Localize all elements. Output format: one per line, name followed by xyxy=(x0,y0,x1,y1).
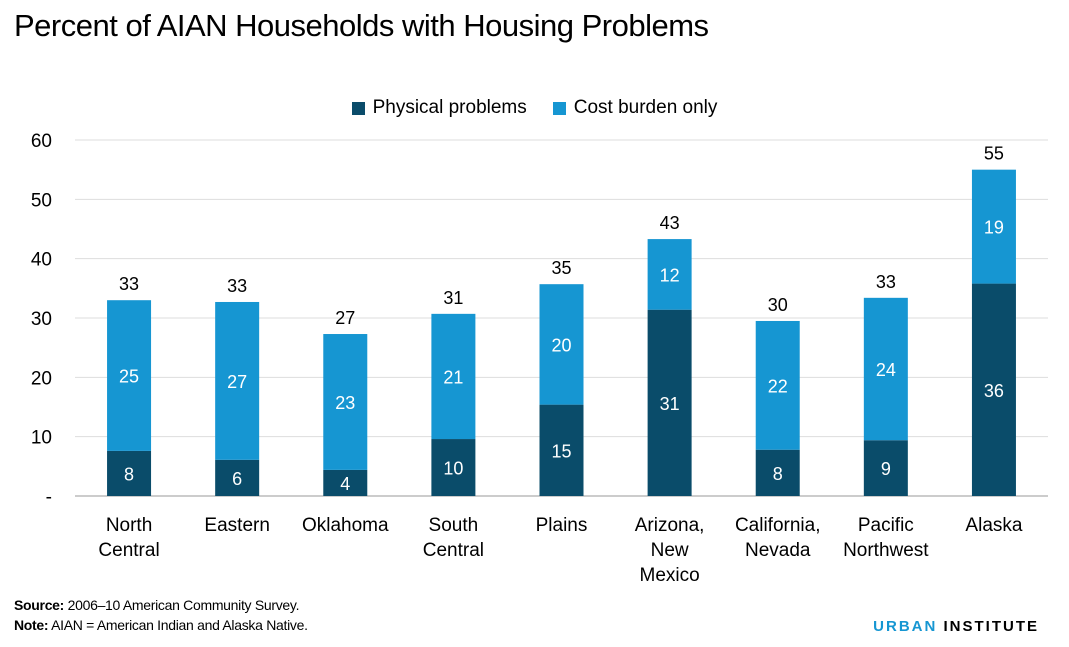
x-tick-label: Nevada xyxy=(745,540,811,561)
note-text: AIAN = American Indian and Alaska Native… xyxy=(48,617,308,633)
legend-swatch-physical xyxy=(351,101,365,115)
note-label: Note: xyxy=(14,617,49,633)
bar-cost xyxy=(863,297,908,441)
x-tick-label: Central xyxy=(423,540,484,561)
chart-title: Percent of AIAN Households with Housing … xyxy=(14,8,709,43)
total-data-label: 43 xyxy=(660,213,680,233)
bar-data-label: 31 xyxy=(660,394,680,414)
bar-data-label: 9 xyxy=(881,459,891,479)
bar-data-label: 15 xyxy=(551,441,571,461)
bar-data-label: 20 xyxy=(551,335,571,355)
urban-institute-logo: URBAN INSTITUTE xyxy=(873,618,1039,635)
y-tick-label: 50 xyxy=(31,190,52,211)
bar-data-label: 27 xyxy=(227,372,247,392)
total-data-label: 35 xyxy=(551,258,571,278)
bar-cost xyxy=(107,300,152,451)
bar-physical xyxy=(755,449,800,496)
y-tick-label: - xyxy=(46,487,52,508)
x-tick-label: New xyxy=(651,540,689,561)
total-data-label: 33 xyxy=(876,272,896,292)
total-data-label: 33 xyxy=(227,276,247,296)
legend-label-cost: Cost burden only xyxy=(573,97,718,118)
x-tick-label: Alaska xyxy=(965,515,1022,536)
bar-cost xyxy=(971,169,1016,284)
x-tick-label: North xyxy=(106,515,152,536)
bar-cost xyxy=(539,284,584,405)
bar-data-label: 25 xyxy=(119,367,139,387)
y-tick-label: 40 xyxy=(31,250,52,271)
x-tick-label: Oklahoma xyxy=(302,515,389,536)
source-text: 2006–10 American Community Survey. xyxy=(64,597,300,613)
bar-cost xyxy=(215,301,260,460)
logo-urban: URBAN xyxy=(873,618,938,635)
total-data-label: 30 xyxy=(768,295,788,315)
bar-physical xyxy=(539,404,584,496)
total-data-label: 33 xyxy=(119,274,139,294)
x-tick-label: Eastern xyxy=(204,515,269,536)
note: Note: AIAN = American Indian and Alaska … xyxy=(14,617,308,633)
total-data-label: 31 xyxy=(443,288,463,308)
bar-data-label: 23 xyxy=(335,393,355,413)
bar-data-label: 22 xyxy=(768,376,788,396)
y-tick-label: 30 xyxy=(31,309,52,330)
source-note: Source: 2006–10 American Community Surve… xyxy=(14,597,299,613)
bar-physical xyxy=(215,459,260,496)
bar-cost xyxy=(647,239,692,310)
x-tick-label: Mexico xyxy=(640,565,700,586)
x-tick-label: Plains xyxy=(536,515,588,536)
bar-physical xyxy=(863,440,908,496)
bar-data-label: 21 xyxy=(443,367,463,387)
bar-physical xyxy=(647,309,692,496)
legend-swatch-cost xyxy=(552,101,566,115)
bar-cost xyxy=(431,313,476,440)
y-tick-label: 20 xyxy=(31,368,52,389)
x-tick-label: Arizona, xyxy=(635,515,705,536)
legend-item-cost: Cost burden only xyxy=(552,97,718,119)
legend: Physical problems Cost burden only xyxy=(0,97,1069,119)
bar-data-label: 36 xyxy=(984,381,1004,401)
bar-data-label: 19 xyxy=(984,218,1004,238)
bar-data-label: 24 xyxy=(876,360,896,380)
bar-data-label: 12 xyxy=(660,265,680,285)
bar-data-label: 4 xyxy=(340,474,350,494)
bar-physical xyxy=(323,469,368,496)
y-tick-label: 60 xyxy=(31,131,52,152)
x-tick-label: Pacific xyxy=(858,515,914,536)
y-tick-label: 10 xyxy=(31,428,52,449)
bar-physical xyxy=(107,450,152,496)
total-data-label: 55 xyxy=(984,144,1004,164)
x-tick-label: Northwest xyxy=(843,540,929,561)
legend-label-physical: Physical problems xyxy=(372,97,527,118)
bar-data-label: 10 xyxy=(443,459,463,479)
logo-institute: INSTITUTE xyxy=(943,618,1039,635)
bar-data-label: 8 xyxy=(124,464,134,484)
source-label: Source: xyxy=(14,597,65,613)
bar-cost xyxy=(323,334,368,470)
legend-item-physical: Physical problems xyxy=(351,97,527,119)
bar-physical xyxy=(971,283,1016,496)
x-tick-label: California, xyxy=(735,515,821,536)
x-tick-label: South xyxy=(429,515,479,536)
x-tick-label: Central xyxy=(98,540,159,561)
bar-cost xyxy=(755,320,800,450)
bar-data-label: 8 xyxy=(773,464,783,484)
bar-data-label: 6 xyxy=(232,469,242,489)
total-data-label: 27 xyxy=(335,308,355,328)
bar-physical xyxy=(431,439,476,496)
